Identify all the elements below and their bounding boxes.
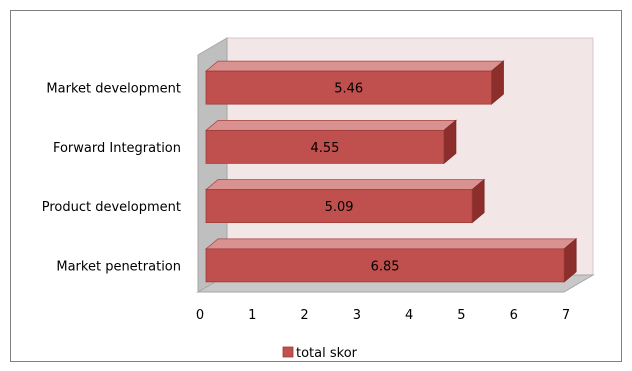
bar-top	[204, 238, 578, 250]
bar-top	[204, 60, 505, 72]
category-label-1: Market development	[46, 82, 181, 97]
bar-top	[204, 119, 458, 131]
bar-3	[204, 178, 486, 224]
bar-top	[204, 179, 486, 191]
x-tick-label-2: 2	[300, 308, 308, 323]
data-label-4: 6.85	[371, 259, 400, 274]
x-tick-label-6: 6	[510, 308, 518, 323]
bar-face	[205, 70, 492, 105]
x-tick-label-1: 1	[248, 308, 256, 323]
x-tick-label-4: 4	[405, 308, 413, 323]
bar-4	[204, 238, 578, 283]
data-label-2: 4.55	[310, 141, 339, 156]
category-label-4: Market penetration	[56, 259, 181, 274]
bar-face	[205, 129, 445, 164]
x-tick-label-7: 7	[562, 308, 570, 323]
x-tick-label-0: 0	[196, 308, 204, 323]
data-label-1: 5.46	[334, 82, 363, 97]
bar-face	[205, 248, 565, 283]
legend-swatch	[282, 346, 294, 358]
bar-face	[205, 189, 473, 224]
bar-1	[204, 60, 505, 105]
category-label-2: Forward Integration	[53, 141, 181, 156]
x-tick-label-3: 3	[353, 308, 361, 323]
bar-2	[204, 119, 458, 165]
data-label-3: 5.09	[325, 200, 354, 215]
category-label-3: Product development	[42, 200, 181, 215]
x-tick-label-5: 5	[457, 308, 465, 323]
legend-label: total skor	[296, 346, 358, 361]
